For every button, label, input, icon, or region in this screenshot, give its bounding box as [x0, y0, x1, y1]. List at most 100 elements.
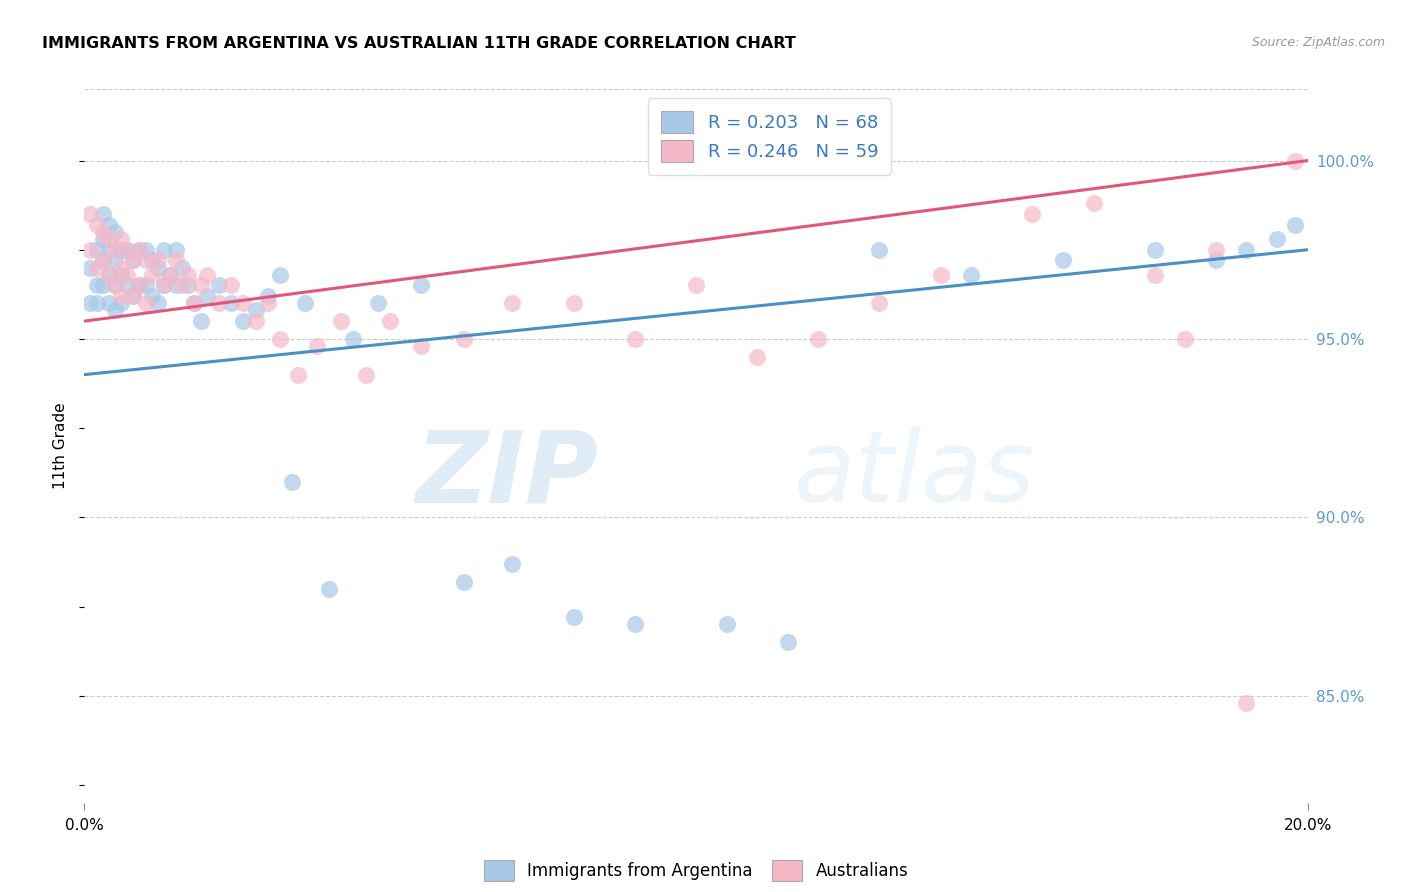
Point [232, 296, 254, 310]
Point [305, 339, 328, 353]
Point [122, 253, 145, 268]
Point [929, 268, 952, 282]
Point [153, 278, 176, 293]
Point [1052, 253, 1074, 268]
Point [104, 303, 127, 318]
Point [1265, 232, 1288, 246]
Point [269, 268, 291, 282]
Point [409, 278, 432, 293]
Point [257, 289, 280, 303]
Point [232, 314, 254, 328]
Point [91, 225, 114, 239]
Point [110, 289, 132, 303]
Point [91, 207, 114, 221]
Point [159, 268, 181, 282]
Point [1143, 243, 1166, 257]
Point [110, 243, 132, 257]
Point [153, 278, 176, 293]
Point [104, 243, 127, 257]
Point [294, 296, 316, 310]
Point [115, 268, 138, 282]
Point [104, 225, 127, 239]
Point [122, 253, 145, 268]
Point [135, 243, 157, 257]
Y-axis label: 11th Grade: 11th Grade [53, 402, 69, 490]
Point [153, 243, 176, 257]
Legend: Immigrants from Argentina, Australians: Immigrants from Argentina, Australians [477, 854, 915, 888]
Point [91, 278, 114, 293]
Point [97, 232, 120, 246]
Point [135, 296, 157, 310]
Point [1021, 207, 1043, 221]
Point [86, 278, 108, 293]
Text: atlas: atlas [794, 426, 1035, 523]
Point [165, 243, 187, 257]
Point [79, 207, 101, 221]
Point [219, 296, 242, 310]
Point [79, 260, 101, 275]
Point [562, 296, 585, 310]
Point [110, 268, 132, 282]
Point [128, 278, 150, 293]
Point [141, 289, 163, 303]
Point [269, 332, 291, 346]
Text: IMMIGRANTS FROM ARGENTINA VS AUSTRALIAN 11TH GRADE CORRELATION CHART: IMMIGRANTS FROM ARGENTINA VS AUSTRALIAN … [42, 36, 796, 51]
Point [165, 278, 187, 293]
Point [128, 243, 150, 257]
Point [502, 557, 524, 571]
Point [86, 260, 108, 275]
Point [97, 243, 120, 257]
Point [79, 243, 101, 257]
Point [1284, 153, 1306, 168]
Text: ZIP: ZIP [415, 426, 598, 523]
Point [183, 296, 205, 310]
Point [624, 617, 647, 632]
Point [776, 635, 799, 649]
Point [79, 296, 101, 310]
Point [747, 350, 769, 364]
Point [135, 278, 157, 293]
Point [104, 253, 127, 268]
Point [453, 574, 475, 589]
Point [1205, 253, 1227, 268]
Point [159, 268, 181, 282]
Point [219, 278, 242, 293]
Point [380, 314, 402, 328]
Point [146, 260, 169, 275]
Point [86, 218, 108, 232]
Point [1284, 218, 1306, 232]
Point [318, 582, 340, 596]
Point [104, 278, 127, 293]
Point [86, 243, 108, 257]
Point [110, 260, 132, 275]
Point [91, 253, 114, 268]
Point [1205, 243, 1227, 257]
Point [97, 218, 120, 232]
Point [716, 617, 738, 632]
Point [165, 253, 187, 268]
Point [1083, 196, 1105, 211]
Point [141, 268, 163, 282]
Point [354, 368, 377, 382]
Point [141, 253, 163, 268]
Point [97, 268, 120, 282]
Point [177, 268, 200, 282]
Point [146, 296, 169, 310]
Point [1236, 696, 1258, 710]
Point [257, 296, 280, 310]
Point [342, 332, 364, 346]
Point [128, 243, 150, 257]
Point [367, 296, 389, 310]
Point [453, 332, 475, 346]
Point [208, 278, 231, 293]
Point [1174, 332, 1197, 346]
Point [960, 268, 983, 282]
Point [195, 268, 218, 282]
Point [502, 296, 524, 310]
Point [562, 610, 585, 624]
Point [91, 253, 114, 268]
Point [110, 296, 132, 310]
Point [115, 278, 138, 293]
Point [409, 339, 432, 353]
Point [110, 232, 132, 246]
